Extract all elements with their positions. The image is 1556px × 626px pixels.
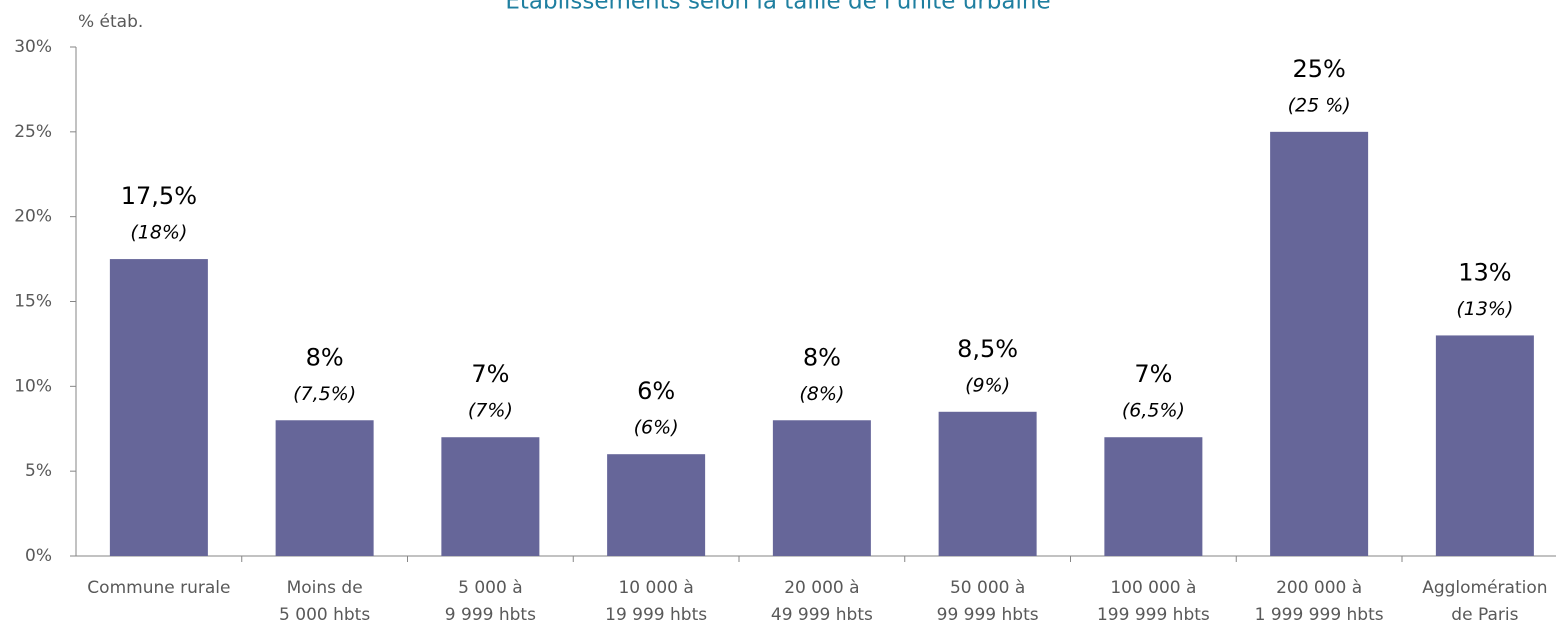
- bar: [938, 411, 1037, 556]
- y-tick-label: 0%: [25, 546, 52, 566]
- x-tick-line: 49 999 hbts: [771, 605, 873, 625]
- bar: [441, 437, 540, 556]
- x-tick-line: Agglomération: [1422, 578, 1547, 598]
- x-tick-line: 1 999 999 hbts: [1255, 605, 1384, 625]
- x-tick-line: 100 000 à: [1110, 578, 1196, 598]
- x-tick-line: 50 000 à: [950, 578, 1025, 598]
- x-tick-line: 99 999 hbts: [937, 605, 1039, 625]
- y-tick-label: 15%: [14, 292, 52, 312]
- bar: [607, 454, 706, 556]
- annotation: (7%): [468, 400, 513, 422]
- annotation: (6,5%): [1122, 400, 1185, 422]
- y-tick-label: 5%: [25, 461, 52, 481]
- x-tick-label: 100 000 à 199 999 hbts: [1097, 578, 1210, 625]
- value-label: 17,5%: [121, 182, 197, 210]
- annotation: (13%): [1456, 298, 1513, 320]
- bar: [1104, 437, 1203, 556]
- bar: [275, 420, 374, 556]
- x-tick-line: 199 999 hbts: [1097, 605, 1210, 625]
- annotation: (9%): [965, 374, 1010, 396]
- x-tick-line: 19 999 hbts: [605, 605, 707, 625]
- value-label: 25%: [1292, 55, 1345, 83]
- x-tick-line: 20 000 à: [784, 578, 859, 598]
- x-tick-label: Moins de 5 000 hbts: [279, 578, 370, 625]
- bar: [772, 420, 871, 556]
- bar: [1435, 335, 1534, 556]
- annotation: (8%): [799, 383, 844, 405]
- x-tick-label: Commune rurale: [87, 578, 230, 598]
- y-tick-label: 10%: [14, 376, 52, 396]
- x-tick-label: 10 000 à 19 999 hbts: [605, 578, 707, 625]
- value-label: 7%: [1134, 360, 1172, 388]
- y-axis-label: % étab.: [78, 12, 143, 32]
- x-tick-line: 200 000 à: [1276, 578, 1362, 598]
- bar: [1270, 131, 1369, 557]
- value-label: 6%: [637, 377, 675, 405]
- y-tick-label: 30%: [14, 37, 52, 57]
- annotation: (18%): [130, 222, 187, 244]
- x-tick-line: 10 000 à: [618, 578, 693, 598]
- x-tick-line: 5 000 hbts: [279, 605, 370, 625]
- value-label: 8,5%: [957, 335, 1018, 363]
- y-tick-label: 20%: [14, 207, 52, 227]
- x-tick-line: 5 000 à: [458, 578, 523, 598]
- annotation: (6%): [634, 417, 679, 439]
- x-tick-label: Agglomération de Paris: [1422, 578, 1547, 625]
- x-tick-label: 20 000 à 49 999 hbts: [771, 578, 873, 625]
- x-tick-label: 50 000 à 99 999 hbts: [937, 578, 1039, 625]
- x-tick-line: de Paris: [1451, 605, 1518, 625]
- value-label: 13%: [1458, 258, 1511, 286]
- value-label: 8%: [803, 343, 841, 371]
- x-tick-line: Moins de: [287, 578, 363, 598]
- x-tick-line: 9 999 hbts: [445, 605, 536, 625]
- annotation: (7,5%): [293, 383, 356, 405]
- value-label: 8%: [306, 343, 344, 371]
- value-label: 7%: [471, 360, 509, 388]
- y-tick-label: 25%: [14, 122, 52, 142]
- annotation: (25 %): [1288, 94, 1351, 116]
- bar: [109, 259, 208, 556]
- x-tick-label: 200 000 à 1 999 999 hbts: [1255, 578, 1384, 625]
- x-tick-line: Commune rurale: [87, 578, 230, 598]
- x-tick-label: 5 000 à 9 999 hbts: [445, 578, 536, 625]
- chart-title: Établissements selon la taille de l'unit…: [505, 0, 1050, 15]
